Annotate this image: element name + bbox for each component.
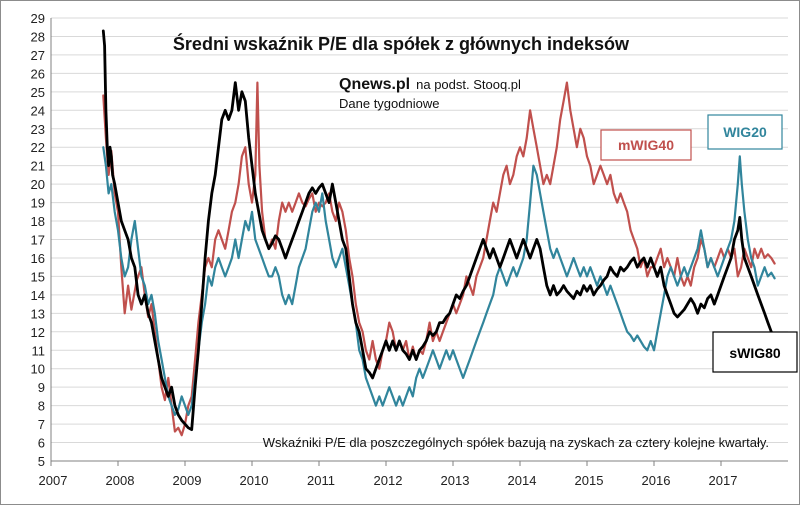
y-tick-label: 20: [31, 177, 45, 192]
y-tick-label: 12: [31, 325, 45, 340]
y-tick-label: 6: [38, 436, 45, 451]
legend-wig20-label: WIG20: [723, 124, 767, 140]
y-tick-label: 14: [31, 288, 45, 303]
x-tick-labels: 2007 2008 2009 2010 2011 2012 2013 2014 2015 2016…: [39, 473, 738, 488]
y-tick-label: 17: [31, 233, 45, 248]
x-tick-label: 2016: [642, 473, 671, 488]
y-tick-label: 9: [38, 380, 45, 395]
legend-swig80-label: sWIG80: [729, 345, 781, 361]
legend-swig80: sWIG80: [712, 331, 798, 373]
y-tick-label: 24: [31, 103, 45, 118]
legend-wig20: WIG20: [707, 114, 783, 150]
chart-subtitle: Dane tygodniowe: [339, 96, 439, 111]
legend-mwig40-box: [600, 129, 692, 161]
chart-note: Wskaźniki P/E dla poszczególnych spółek …: [263, 435, 769, 450]
y-tick-label: 7: [38, 417, 45, 432]
y-tick-label: 13: [31, 306, 45, 321]
y-tick-label: 10: [31, 362, 45, 377]
y-tick-label: 28: [31, 29, 45, 44]
y-tick-label: 29: [31, 11, 45, 26]
series-line-swig80: [101, 29, 775, 431]
x-tick-label: 2015: [575, 473, 604, 488]
chart-title: Średni wskaźnik P/E dla spółek z głównyc…: [173, 33, 630, 54]
x-tick-label: 2010: [240, 473, 269, 488]
source-strong: Qnews.pl: [339, 76, 410, 93]
x-tick-label: 2008: [106, 473, 135, 488]
y-tick-labels: 5 6 7 8 9 10 11 12 13 14 15 16 17 18 19 20 21 22 23 24 25 26 2…: [31, 11, 45, 469]
y-tick-label: 8: [38, 399, 45, 414]
legend-swig80-box: [712, 331, 798, 373]
source-rest: na podst. Stooq.pl: [416, 77, 521, 92]
y-tick-label: 26: [31, 66, 45, 81]
x-tick-label: 2007: [39, 473, 68, 488]
y-gridlines: [51, 17, 788, 444]
y-tick-label: 22: [31, 140, 45, 155]
x-tick-label: 2011: [307, 473, 335, 488]
x-tick-label: 2012: [374, 473, 403, 488]
y-tick-label: 16: [31, 251, 45, 266]
y-tick-label: 18: [31, 214, 45, 229]
y-tick-label: 15: [31, 269, 45, 284]
y-tick-label: 21: [31, 159, 45, 174]
legend-mwig40-label: mWIG40: [618, 137, 674, 153]
y-tick-label: 5: [38, 454, 45, 469]
series-line-mwig40: [102, 81, 776, 437]
y-tick-label: 25: [31, 85, 45, 100]
axes: [50, 18, 788, 466]
x-tick-label: 2017: [709, 473, 738, 488]
legend-mwig40: mWIG40: [600, 129, 692, 161]
y-tick-label: 23: [31, 122, 45, 137]
y-tick-label: 27: [31, 48, 45, 63]
x-tick-label: 2009: [173, 473, 202, 488]
series-lines: [101, 29, 776, 437]
source-line: Qnews.pl na podst. Stooq.pl: [339, 76, 521, 93]
x-tick-label: 2013: [441, 473, 470, 488]
y-tick-label: 19: [31, 196, 45, 211]
x-tick-label: 2014: [508, 473, 537, 488]
y-tick-label: 11: [32, 343, 46, 358]
legend-wig20-box: [707, 114, 783, 150]
